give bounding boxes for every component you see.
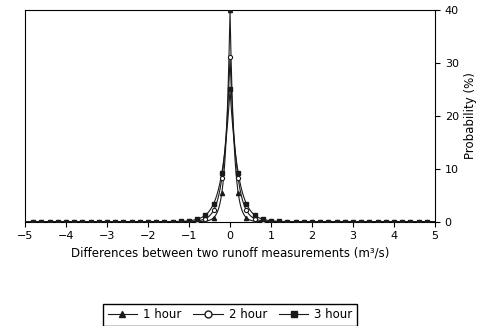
X-axis label: Differences between two runoff measurements (m³/s): Differences between two runoff measureme… xyxy=(71,247,389,260)
Legend: 1 hour, 2 hour, 3 hour: 1 hour, 2 hour, 3 hour xyxy=(103,304,357,326)
Y-axis label: Probability (%): Probability (%) xyxy=(464,72,477,159)
